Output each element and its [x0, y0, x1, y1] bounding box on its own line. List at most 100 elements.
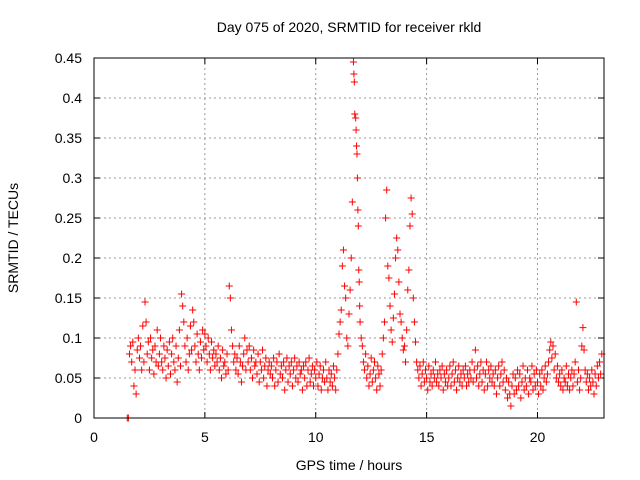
data-point [214, 342, 222, 350]
data-point [159, 366, 167, 374]
data-point [162, 374, 170, 382]
data-point [367, 354, 375, 362]
data-point [594, 374, 602, 382]
data-point [341, 282, 349, 290]
data-point [173, 378, 181, 386]
data-point [443, 366, 451, 374]
data-point [297, 366, 305, 374]
data-point [403, 326, 411, 334]
data-point [294, 378, 302, 386]
data-point [259, 346, 267, 354]
data-point [424, 386, 432, 394]
data-point [384, 262, 392, 270]
data-point [562, 362, 570, 370]
data-point [416, 362, 424, 370]
data-point [438, 362, 446, 370]
data-point [351, 110, 359, 118]
data-point [496, 382, 504, 390]
data-point [446, 362, 454, 370]
data-point [508, 382, 516, 390]
data-point [593, 362, 601, 370]
data-point [209, 354, 217, 362]
data-point [304, 366, 312, 374]
data-point [378, 350, 386, 358]
data-point [323, 374, 331, 382]
data-point [346, 286, 354, 294]
data-point [586, 374, 594, 382]
data-point [324, 386, 332, 394]
data-point [291, 354, 299, 362]
data-point [269, 374, 276, 382]
data-point [572, 298, 580, 306]
data-point [405, 266, 413, 274]
data-point [491, 366, 499, 374]
data-point [249, 374, 257, 382]
data-point [368, 378, 376, 386]
data-point [246, 366, 254, 374]
data-point [573, 378, 581, 386]
data-point [365, 382, 373, 390]
data-point [451, 366, 459, 374]
data-point [547, 338, 555, 346]
data-point [307, 370, 315, 378]
data-point [592, 382, 600, 390]
data-point [353, 150, 361, 158]
data-point [485, 366, 493, 374]
data-point [284, 378, 292, 386]
y-tick-label: 0.35 [55, 130, 82, 146]
data-point [352, 126, 360, 134]
data-point [262, 354, 270, 362]
data-point [150, 370, 158, 378]
data-point [428, 382, 436, 390]
data-point [511, 374, 519, 382]
data-point [588, 366, 596, 374]
data-point [464, 370, 472, 378]
data-point [433, 378, 441, 386]
data-point [590, 390, 598, 398]
data-point [460, 374, 468, 382]
data-point [414, 366, 422, 374]
data-point [182, 358, 190, 366]
data-point [455, 362, 463, 370]
data-point [549, 342, 557, 350]
data-point [287, 358, 295, 366]
data-point [519, 362, 527, 370]
data-point [342, 294, 350, 302]
data-point [212, 350, 220, 358]
tick-labels: 0 5 10 15 20 0 0.05 0.1 0.15 0.2 0.25 0.3 0.35 0.4 0.4… [55, 50, 546, 445]
data-point [226, 294, 234, 302]
data-point [288, 382, 296, 390]
data-point [558, 366, 566, 374]
data-point [404, 286, 412, 294]
data-point [596, 358, 604, 366]
data-point [447, 382, 455, 390]
data-point [425, 362, 433, 370]
data-point [343, 334, 351, 342]
data-point [329, 362, 337, 370]
data-point [204, 334, 212, 342]
data-point [347, 254, 355, 262]
data-point [369, 366, 377, 374]
data-point [415, 374, 423, 382]
data-point [229, 342, 237, 350]
data-point [192, 358, 200, 366]
data-point [332, 386, 340, 394]
data-point [516, 370, 524, 378]
data-point [392, 254, 400, 262]
data-point [575, 366, 582, 374]
data-point [385, 274, 393, 282]
data-point [201, 330, 209, 338]
data-point [301, 374, 309, 382]
data-point [140, 358, 148, 366]
data-point [540, 374, 548, 382]
data-point [482, 358, 490, 366]
y-tick-label: 0.15 [55, 290, 82, 306]
data-point [386, 302, 394, 310]
data-point [430, 374, 438, 382]
data-point [538, 366, 546, 374]
data-point [272, 366, 280, 374]
data-point [431, 358, 439, 366]
data-point [439, 386, 447, 394]
